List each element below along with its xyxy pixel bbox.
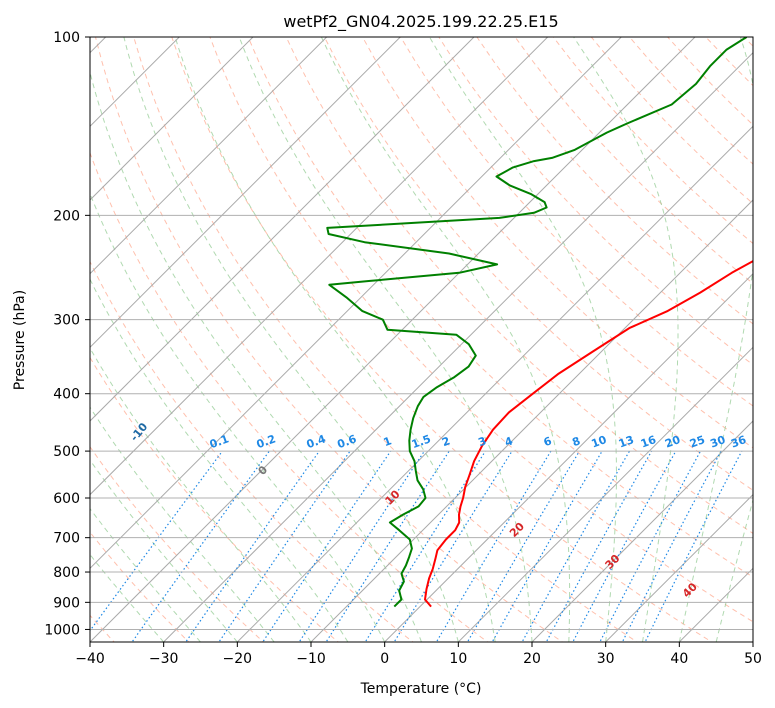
y-tick-label: 900 bbox=[53, 595, 80, 611]
x-tick-label: 50 bbox=[744, 651, 762, 667]
x-tick-label: 20 bbox=[523, 651, 541, 667]
y-tick-label: 600 bbox=[53, 491, 80, 507]
moist-adiabat-line bbox=[90, 347, 312, 642]
mixing-ratio-label: 0.1 bbox=[208, 432, 231, 451]
x-tick-label: −20 bbox=[223, 651, 253, 667]
mixing-ratio-line bbox=[218, 450, 351, 642]
moist-adiabat-line bbox=[90, 459, 238, 642]
moist-adiabat-line bbox=[573, 37, 679, 642]
y-tick-label: 700 bbox=[53, 531, 80, 547]
line-labels: 0.1 0.2 0.4 0.6 1 1.5 2 3 4 6 8 10 13 16 20 25 30 36-1001… bbox=[128, 420, 749, 600]
dry-adiabat-line bbox=[90, 151, 489, 642]
moist-adiabat-line bbox=[90, 507, 201, 642]
axes: −40 −30 −20 −10 0 10 20 30 40 5010020030040050060… bbox=[44, 30, 762, 667]
x-tick-label: 0 bbox=[380, 651, 389, 667]
isotherm-line bbox=[236, 125, 753, 642]
moist-adiabat-line bbox=[90, 553, 165, 642]
mixing-ratio-label: 8 bbox=[570, 434, 582, 449]
dry-adiabat-line bbox=[476, 37, 753, 325]
mixing-ratio-line bbox=[621, 450, 722, 642]
x-tick-label: −30 bbox=[149, 651, 179, 667]
mixing-ratio-label: 10 bbox=[590, 433, 609, 451]
y-tick-label: 1000 bbox=[44, 622, 80, 638]
isotherm-line bbox=[604, 493, 753, 642]
y-tick-label: 300 bbox=[53, 313, 80, 329]
moist-adiabat-line bbox=[238, 37, 533, 642]
mixing-ratio-line bbox=[325, 450, 450, 642]
isotherm-line bbox=[90, 37, 623, 570]
mixing-ratio-line bbox=[298, 450, 425, 642]
y-tick-label: 100 bbox=[53, 30, 80, 46]
isotherm-line bbox=[162, 51, 753, 642]
mixing-ratio-label: 6 bbox=[542, 434, 554, 449]
mixing-ratio-line bbox=[185, 450, 320, 642]
mixing-ratio-label: 4 bbox=[503, 434, 515, 449]
moist-adiabat-line bbox=[123, 37, 459, 642]
x-tick-label: −40 bbox=[75, 651, 105, 667]
mixing-ratio-line bbox=[393, 450, 513, 642]
dry-adiabat-line bbox=[171, 37, 713, 642]
x-tick-label: 10 bbox=[449, 651, 467, 667]
mixing-ratio-line bbox=[262, 450, 392, 642]
dry-adiabat-line bbox=[95, 37, 564, 642]
background-lines bbox=[90, 37, 753, 642]
mixing-ratio-label: 0.2 bbox=[255, 432, 278, 451]
x-tick-label: 40 bbox=[670, 651, 688, 667]
mixing-ratio-label: 16 bbox=[639, 433, 658, 451]
y-axis-title: Pressure (hPa) bbox=[12, 290, 28, 390]
isotherm-line bbox=[457, 346, 753, 642]
dewpoint-profile-line bbox=[326, 37, 748, 608]
mixing-ratio-label: 30 bbox=[708, 433, 727, 451]
mixing-ratio-label: 25 bbox=[688, 433, 707, 450]
dry-adiabat-line bbox=[362, 37, 753, 449]
moist-adiabat-line bbox=[678, 37, 753, 642]
mixing-ratio-line bbox=[599, 450, 702, 642]
mixing-ratio-label: 20 bbox=[663, 433, 682, 451]
mixing-ratio-label: 0.6 bbox=[336, 432, 359, 451]
isotherm-line bbox=[383, 272, 753, 642]
isotherm-line bbox=[90, 37, 402, 349]
plot-frame bbox=[89, 36, 754, 643]
mixing-ratio-label: 1.5 bbox=[410, 432, 433, 451]
moist-adiabat-line bbox=[90, 70, 422, 642]
y-tick-label: 400 bbox=[53, 387, 80, 403]
mixing-ratio-label: 0.4 bbox=[305, 432, 328, 451]
chart-title: wetPf2_GN04.2025.199.22.25.E15 bbox=[283, 12, 558, 32]
mixing-ratio-line bbox=[466, 450, 580, 642]
temperature-profile-line bbox=[424, 260, 753, 608]
mixing-ratio-line bbox=[90, 450, 223, 632]
isotherm-line bbox=[90, 37, 328, 275]
moist-adiabat-line bbox=[428, 37, 617, 642]
y-tick-label: 500 bbox=[53, 444, 80, 460]
pressure-gridlines bbox=[90, 37, 753, 630]
isotherm-line bbox=[90, 37, 549, 496]
isotherm-line bbox=[90, 37, 696, 642]
isotherm-line bbox=[531, 420, 753, 642]
mixing-ratio-label: 3 bbox=[476, 434, 488, 449]
mixing-ratio-label: 36 bbox=[729, 433, 748, 451]
mixing-ratio-label: 1 bbox=[382, 434, 394, 449]
isotherm-line bbox=[90, 37, 475, 422]
mixing-ratio-label: 2 bbox=[440, 434, 452, 449]
mixing-ratio-line bbox=[572, 450, 677, 642]
profile-lines bbox=[326, 37, 753, 608]
mixing-ratio-line bbox=[364, 450, 486, 642]
x-tick-label: −10 bbox=[296, 651, 326, 667]
y-tick-label: 200 bbox=[53, 208, 80, 224]
moist-adiabat-line bbox=[320, 37, 571, 642]
mixing-ratio-line bbox=[131, 450, 270, 642]
x-tick-label: 30 bbox=[597, 651, 615, 667]
moist-adiabat-line bbox=[90, 192, 386, 642]
moist-adiabat-line bbox=[90, 406, 275, 642]
dry-adiabat-line bbox=[323, 37, 753, 491]
moist-adiabat-line bbox=[174, 37, 496, 642]
mixing-ratio-label: 13 bbox=[617, 433, 636, 450]
y-tick-label: 800 bbox=[53, 565, 80, 581]
isotherm-line bbox=[90, 37, 254, 201]
x-axis-title: Temperature (°C) bbox=[360, 681, 482, 697]
